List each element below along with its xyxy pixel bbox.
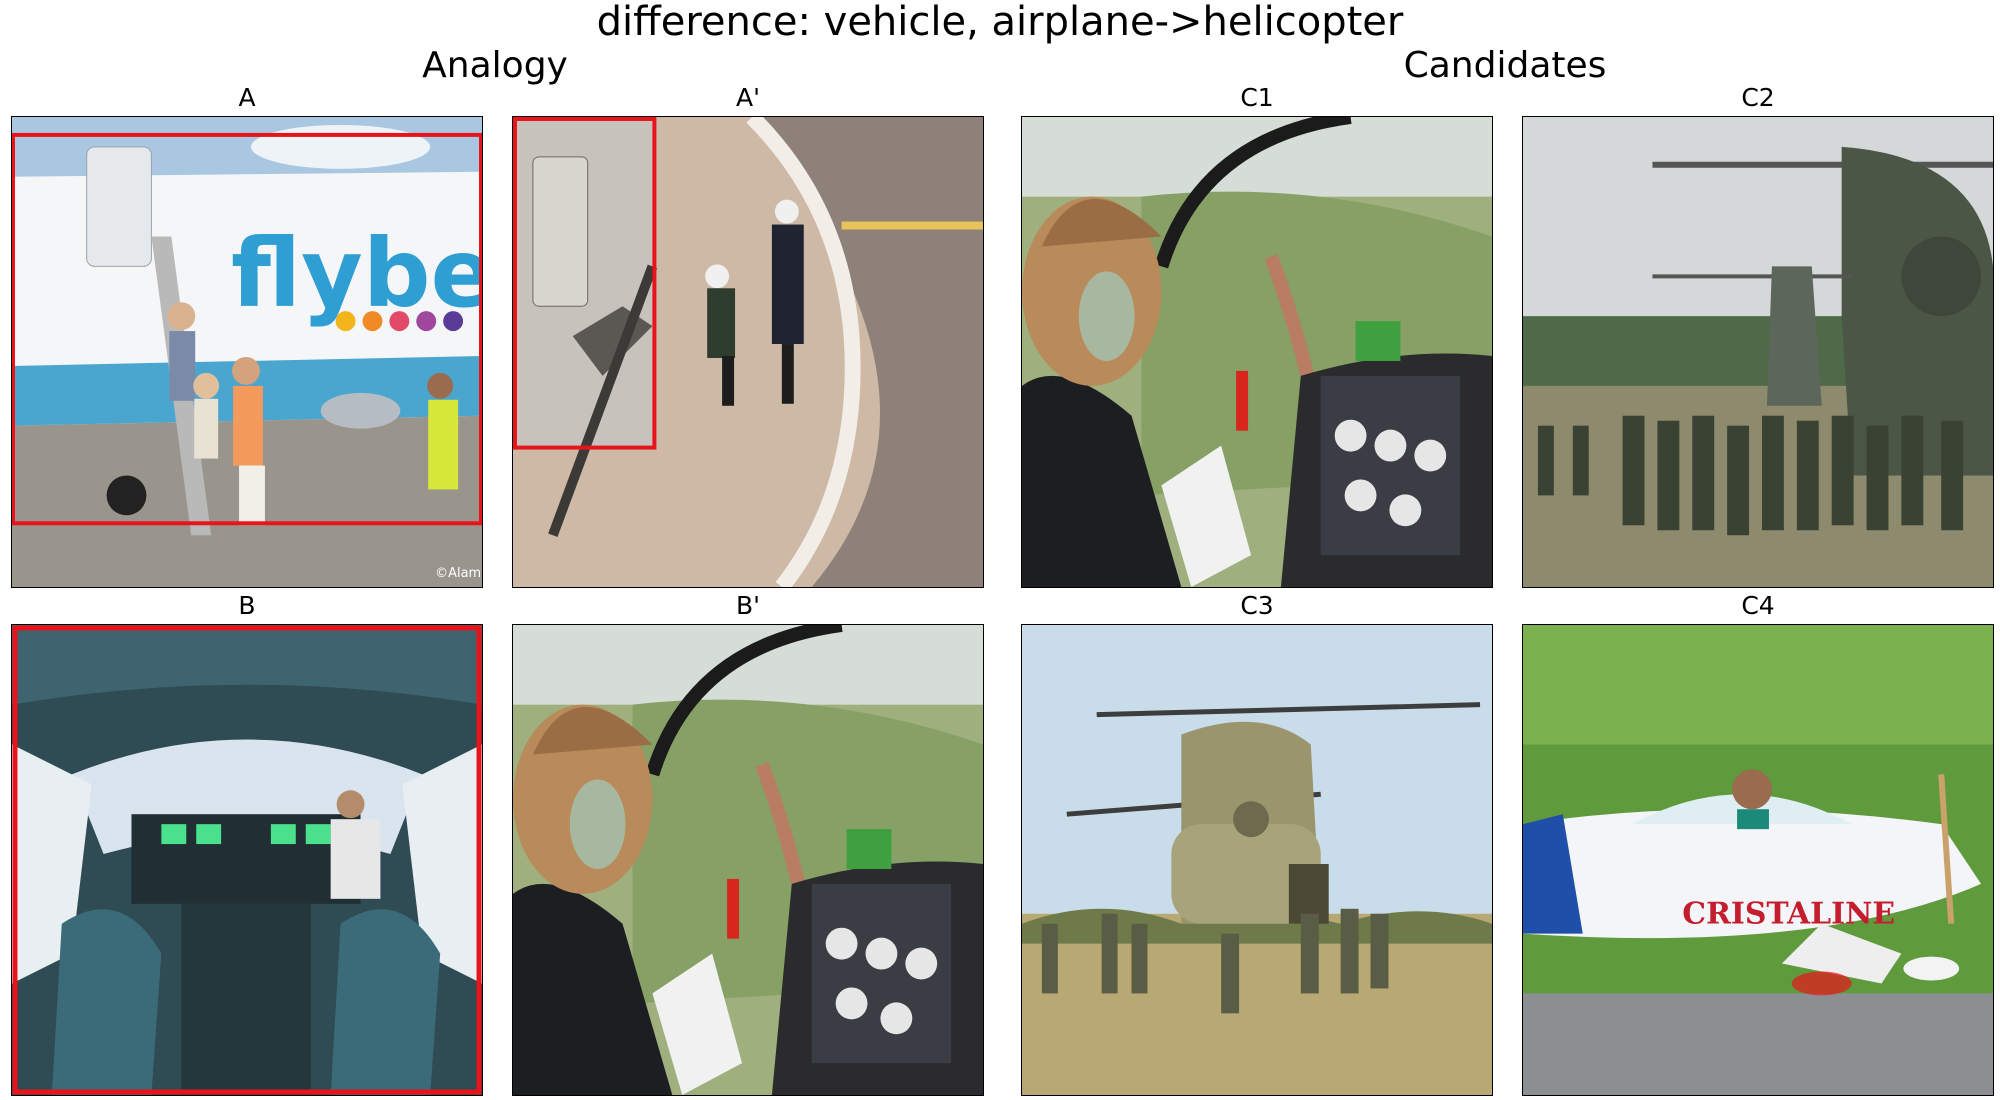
panel-label-c4: C4	[1741, 591, 1775, 620]
panel-label-c2: C2	[1741, 83, 1775, 112]
airplane-passengers-image: flybe. ©Alamy	[12, 117, 482, 587]
image-c1	[1021, 116, 1493, 588]
svg-text:flybe.: flybe.	[231, 219, 482, 329]
helicopter-pilot-image	[1022, 117, 1492, 587]
small-airplane-image: CRISTALINE	[1523, 625, 1993, 1095]
image-c3	[1021, 624, 1493, 1096]
image-b	[11, 624, 483, 1096]
image-a-prime	[512, 116, 984, 588]
panel-label-c1: C1	[1240, 83, 1274, 112]
panel-label-a-prime: A'	[736, 83, 760, 112]
helipad-aerial-image	[513, 117, 983, 587]
svg-text:CRISTALINE: CRISTALINE	[1682, 897, 1895, 932]
figure-title: difference: vehicle, airplane->helicopte…	[596, 0, 1404, 45]
image-a: flybe. ©Alamy	[11, 116, 483, 588]
image-b-prime	[512, 624, 984, 1096]
section-title-analogy: Analogy	[422, 45, 568, 86]
airliner-cockpit-image	[12, 625, 482, 1095]
panel-label-b-prime: B'	[735, 591, 761, 620]
military-helicopter-field-image	[1022, 625, 1492, 1095]
image-c2	[1522, 116, 1994, 588]
image-c4: CRISTALINE	[1522, 624, 1994, 1096]
panel-label-c3: C3	[1240, 591, 1274, 620]
panel-label-a: A	[238, 83, 256, 112]
panel-label-b: B	[238, 591, 256, 620]
military-helicopters-image	[1523, 117, 1993, 587]
svg-text:©Alamy: ©Alamy	[435, 566, 482, 581]
helicopter-pilot-image	[513, 625, 983, 1095]
section-title-candidates: Candidates	[1403, 45, 1607, 86]
